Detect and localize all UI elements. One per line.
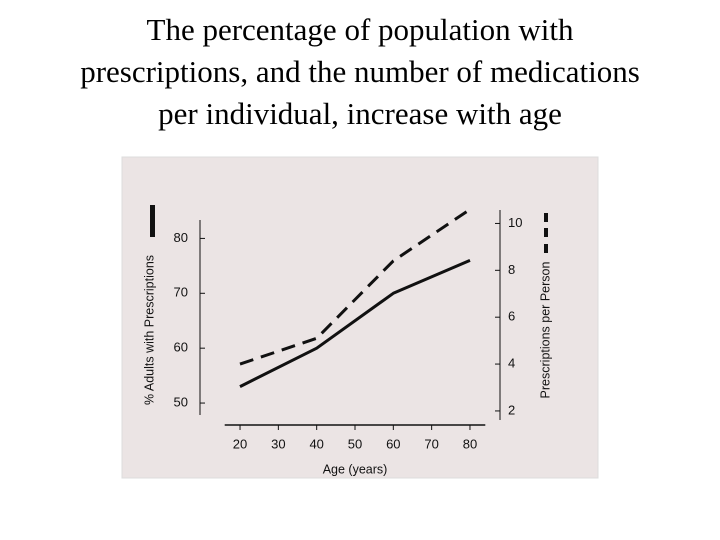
x-tick-label: 30 — [271, 436, 285, 451]
x-tick-label: 60 — [386, 436, 400, 451]
solid-line-key — [150, 205, 155, 237]
slide-title: The percentage of population with prescri… — [80, 12, 640, 131]
y2-tick-label: 4 — [508, 356, 515, 371]
x-tick-label: 80 — [463, 436, 477, 451]
y2-tick-label: 2 — [508, 402, 515, 417]
x-axis-label: Age (years) — [323, 462, 388, 476]
x-tick-label: 70 — [424, 436, 438, 451]
data-line — [239, 208, 471, 366]
y2-tick-label: 8 — [508, 262, 515, 277]
y-tick-label: 50 — [174, 394, 188, 409]
chart-image-border — [121, 156, 599, 479]
y2-tick-label: 10 — [508, 215, 522, 230]
y2-axis-label: Prescriptions per Person — [538, 262, 552, 399]
x-tick-label: 40 — [309, 436, 323, 451]
dashed-line-key — [544, 244, 548, 253]
y-tick-label: 60 — [174, 340, 188, 355]
y-axis-label: % Adults with Prescriptions — [142, 255, 156, 405]
y-tick-label: 80 — [174, 230, 188, 245]
dashed-line-key — [544, 228, 548, 237]
x-tick-label: 20 — [233, 436, 247, 451]
dashed-line-key — [544, 213, 548, 222]
y-tick-label: 70 — [174, 285, 188, 300]
y2-tick-label: 6 — [508, 309, 515, 324]
x-tick-label: 50 — [348, 436, 362, 451]
data-line — [239, 259, 471, 388]
